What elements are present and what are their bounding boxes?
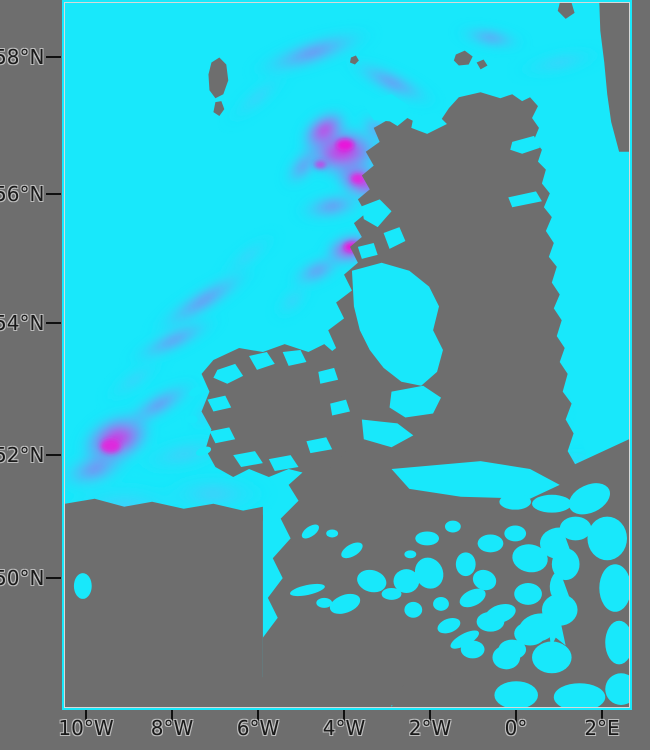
- x-tick-8W: [171, 710, 173, 725]
- map-plot-area: [62, 0, 632, 710]
- raster-field: [65, 3, 629, 707]
- raster-svg: [65, 3, 629, 707]
- y-tick-label-56: 56°N: [0, 182, 45, 206]
- continent-coastal-patches: [460, 483, 629, 707]
- x-tick-label-6W: 6°W: [236, 716, 280, 740]
- x-tick-label-2E: 2°E: [584, 716, 620, 740]
- y-tick-54: [46, 322, 61, 324]
- y-tick-label-58: 58°N: [0, 45, 45, 69]
- land-mask-ireland: [201, 344, 350, 477]
- y-tick-50: [46, 577, 61, 579]
- land-mask-southwest: [65, 498, 263, 707]
- x-tick-label-4W: 4°W: [322, 716, 366, 740]
- x-tick-2E: [601, 710, 603, 725]
- x-tick-4W: [343, 710, 345, 725]
- x-tick-6W: [257, 710, 259, 725]
- y-tick-58: [46, 56, 61, 58]
- x-tick-10W: [85, 710, 87, 725]
- land-mask-biscay: [65, 677, 392, 707]
- x-tick-label-8W: 8°W: [150, 716, 194, 740]
- y-tick-label-54: 54°N: [0, 311, 45, 335]
- y-tick-label-50: 50°N: [0, 566, 45, 590]
- x-tick-label-10W: 10°W: [58, 716, 114, 740]
- map-plot-inner-frame: [64, 2, 630, 708]
- x-tick-label-0: 0°: [504, 716, 528, 740]
- x-tick-2W: [429, 710, 431, 725]
- isolated-data-blob: [73, 573, 92, 599]
- y-tick-52: [46, 454, 61, 456]
- x-tick-label-2W: 2°W: [408, 716, 452, 740]
- y-tick-56: [46, 193, 61, 195]
- ireland-coastal-cutouts: [185, 350, 350, 472]
- y-tick-label-52: 52°N: [0, 443, 45, 467]
- land-mask-continent: [391, 439, 629, 707]
- sea-cutouts: [351, 94, 629, 499]
- x-tick-0: [515, 710, 517, 725]
